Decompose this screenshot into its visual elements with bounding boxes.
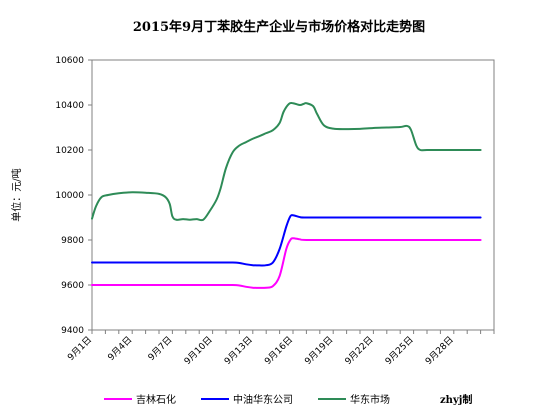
y-tick-label: 10000 [55,191,84,201]
y-tick-label: 10400 [55,101,84,111]
chart-title: 2015年9月丁苯胶生产企业与市场价格对比走势图 [133,19,425,35]
y-axis-label: 单位：元/吨 [10,168,23,221]
x-axis: 9月1日 9月4日 9月7日 9月10日 9月13日 9月16日 9月19日 9月22日 9月2… [66,330,495,367]
legend-label: 华东市场 [350,393,390,406]
y-tick-label: 10200 [55,146,84,156]
series-line-2 [91,214,482,267]
x-tick-label: 9月1日 [66,334,95,363]
x-tick-label: 9月4日 [106,334,135,363]
legend-label: 中油华东公司 [233,393,293,406]
y-tick-label: 9600 [61,281,84,291]
y-tick-label: 9800 [61,236,84,246]
y-axis: 9400 9600 9800 10000 10200 10400 10600 [55,56,92,336]
x-tick-label: 9月10日 [182,334,215,367]
x-tick-label: 9月22日 [343,334,376,367]
x-tick-label: 9月19日 [303,334,336,367]
y-tick-label: 10600 [55,56,84,66]
x-tick-label: 9月28日 [423,334,456,367]
series-lines [91,101,482,289]
x-tick-label: 9月13日 [222,334,255,367]
x-tick-label: 9月25日 [383,334,416,367]
plot-area [91,59,495,331]
series-line-1 [91,237,482,289]
legend: 吉林石化 中油华东公司 华东市场 [104,393,390,406]
x-tick-label: 9月16日 [262,334,295,367]
y-tick-label: 9400 [61,326,84,336]
series-line-3 [91,101,482,222]
chart-credit: zhyj制 [440,393,472,406]
x-tick-label: 9月7日 [146,334,175,363]
legend-label: 吉林石化 [136,393,176,406]
